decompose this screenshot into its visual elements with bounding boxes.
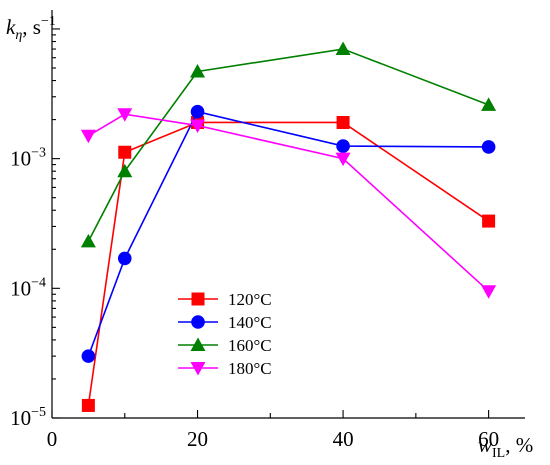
x-axis-label: wIL, % xyxy=(478,433,533,460)
data-point xyxy=(481,140,496,154)
data-point xyxy=(117,163,133,178)
data-point xyxy=(81,398,95,412)
legend-marker xyxy=(191,292,205,306)
legend-entry: 180°C xyxy=(178,359,272,378)
data-point xyxy=(336,115,350,129)
data-point xyxy=(335,41,351,56)
data-point xyxy=(190,119,206,134)
y-tick-label: 10−3 xyxy=(10,146,46,171)
legend-marker xyxy=(190,362,206,376)
data-point xyxy=(335,152,351,167)
y-tick-label-base: 10 xyxy=(10,276,31,300)
series-layer xyxy=(80,41,497,412)
x-tick-label: 40 xyxy=(333,427,354,451)
legend-marker xyxy=(190,337,206,351)
y-tick-label: 10−4 xyxy=(10,275,46,300)
legend-label: 180°C xyxy=(228,359,272,378)
legend: 120°C 140°C 160°C 180°C xyxy=(178,290,272,378)
x-axis-label-symbol: w xyxy=(478,433,492,457)
y-axis-label: kη, s−1 xyxy=(6,14,56,43)
series-line xyxy=(87,110,489,357)
data-point xyxy=(481,97,497,111)
series-120°C xyxy=(81,115,496,412)
y-axis-label-unit-superscript: −1 xyxy=(41,14,56,29)
data-point xyxy=(482,214,496,228)
series-line xyxy=(87,113,490,292)
data-point xyxy=(190,104,205,119)
y-tick-label-base: 10 xyxy=(10,147,31,171)
legend-entry: 160°C xyxy=(178,336,272,355)
legend-label: 140°C xyxy=(228,313,272,332)
y-axis-label-symbol: k xyxy=(6,15,16,39)
data-point xyxy=(80,233,96,248)
series-line xyxy=(87,121,490,406)
x-axis-label-unit: , % xyxy=(505,433,533,457)
y-tick-label-base: 10 xyxy=(10,406,31,430)
data-point xyxy=(81,349,96,363)
y-tick-label-exponent: −5 xyxy=(31,405,46,420)
data-point xyxy=(117,251,132,266)
series-160°C xyxy=(80,41,497,248)
x-tick-label: 20 xyxy=(187,427,208,451)
y-tick-label: 10−5 xyxy=(10,405,46,430)
series-140°C xyxy=(81,104,496,363)
legend-label: 160°C xyxy=(228,336,272,355)
y-tick-label-exponent: −4 xyxy=(31,275,46,290)
x-tick-label: 0 xyxy=(47,427,58,451)
data-point xyxy=(118,145,132,159)
legend-entry: 140°C xyxy=(178,313,272,332)
x-axis-label-subscript: IL xyxy=(492,446,505,460)
x-tick-label: 60 xyxy=(478,427,499,451)
data-point xyxy=(336,139,350,153)
y-axis-label-unit: , s xyxy=(22,15,41,39)
data-point xyxy=(80,129,96,144)
data-point xyxy=(190,63,206,78)
data-point xyxy=(117,108,133,122)
series-180°C xyxy=(80,108,497,299)
data-point xyxy=(481,285,497,299)
legend-entry: 120°C xyxy=(178,290,272,309)
y-axis-label-subscript: η xyxy=(15,28,22,43)
y-tick-label-exponent: −3 xyxy=(31,146,46,161)
legend-label: 120°C xyxy=(228,290,272,309)
legend-marker xyxy=(191,315,205,329)
